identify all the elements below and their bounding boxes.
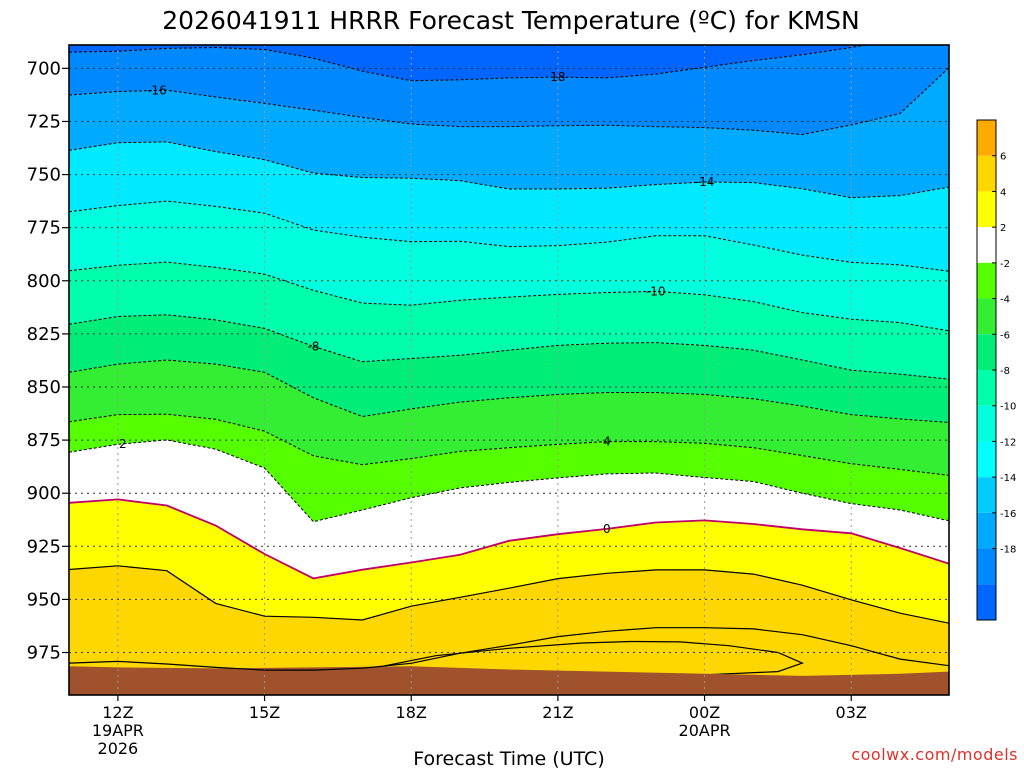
colorbar-tick-label: -12 [1000,437,1016,448]
y-axis: 700 725 750 775 800 825 850 875 900 925 950 975 [27,58,69,664]
colorbar-swatch [977,191,996,228]
x-tick-label: 19APR [92,721,144,740]
contour-4 [69,627,949,671]
ground-surface [69,666,949,695]
x-tick-label: 21Z [542,703,573,722]
x-tick-label: 20APR [679,721,731,740]
colorbar-tick-label: 2 [1000,223,1006,234]
band-t_m14_m12 [69,141,949,272]
contour-label: 4 [603,435,611,449]
contour-label: 0 [603,522,611,536]
contour-lines [69,45,949,671]
colorbar-swatch [977,155,996,192]
gridlines [69,45,949,695]
colorbar-swatch [977,262,996,299]
colorbar-swatch [977,477,996,513]
y-tick-label: 875 [27,430,61,451]
colorbar-swatch [977,334,996,370]
colorbar-tick-label: -18 [1000,545,1016,556]
y-tick-label: 800 [27,271,61,292]
band-t_m16_m14 [69,67,949,198]
x-tick-label: 00Z [689,703,720,722]
colorbar-swatch [977,584,996,620]
colorbar-tick-label: 6 [1000,152,1006,163]
contour--16 [69,67,949,136]
band-t_m12_m10 [69,201,949,331]
y-tick-label: 700 [27,58,61,79]
contour--18 [69,45,871,82]
contour-labels: 18 -16 -14 -10 -8 4 2 0 [119,70,715,536]
x-tick-label: 15Z [249,703,280,722]
credit-link[interactable]: coolwx.com/models [851,745,1018,764]
x-tick-label: 12Z [102,703,133,722]
band-t_m20_m18 [69,45,867,81]
colorbar-swatch [977,120,996,156]
band-t_m18_m16 [69,45,949,135]
colorbar-tick-label: -16 [1000,509,1016,520]
colorbar-tick-label: -4 [1000,295,1010,306]
colorbar-swatch [977,512,996,549]
colorbar-swatch [977,298,996,335]
x-tick-label: 18Z [396,703,427,722]
plot-frame [68,44,950,696]
contour--12 [69,200,949,272]
temperature-fill-layer [69,45,949,695]
contour--4 [69,413,949,476]
colorbar-tick-label: -2 [1000,259,1010,270]
x-tick-label: 03Z [836,703,867,722]
contour-label: -16 [147,84,167,98]
band-t_2_4 [69,499,949,624]
y-tick-label: 775 [27,218,61,239]
band-t_m10_m8 [69,262,949,380]
contour--6 [69,359,949,423]
colorbar-tick-label: -6 [1000,330,1010,341]
contour-0 [69,498,949,580]
y-tick-label: 750 [27,165,61,186]
contour--8 [69,314,949,380]
contour-label: 2 [119,437,127,451]
y-tick-label: 950 [27,589,61,610]
colorbar-tick-label: -14 [1000,473,1016,484]
colorbar-swatch [977,548,996,585]
colorbar-tick-label: 4 [1000,187,1006,198]
contour-2 [69,565,949,624]
y-tick-label: 725 [27,111,61,132]
contour-label: -14 [695,175,715,189]
colorbar-swatch [977,405,996,442]
y-tick-label: 975 [27,643,61,664]
chart-title: 2026041911 HRRR Forecast Temperature (ºC… [162,6,859,35]
colorbar-swatch [977,227,996,263]
y-tick-label: 850 [27,377,61,398]
colorbar-swatch [977,370,996,406]
contour--14 [69,141,949,199]
contour--10 [69,261,949,332]
x-tick-label: 2026 [98,739,139,758]
band-t_m8_m6 [69,314,949,423]
y-tick-label: 925 [27,536,61,557]
y-tick-label: 825 [27,324,61,345]
colorbar: 6 4 2 -2 -4 -6 -8 -10 -12 -14 -16 -18 [976,119,1016,621]
band-t_4_6 [69,565,949,671]
y-tick-label: 900 [27,483,61,504]
contour-label: -10 [646,284,666,298]
colorbar-swatch [977,441,996,478]
colorbar-tick-label: -10 [1000,402,1016,413]
x-axis-title: Forecast Time (UTC) [413,748,604,768]
contour-label: 18 [550,70,565,84]
band-t_m6_m4 [69,360,949,476]
contour-label: -8 [307,339,319,353]
band-t_m2_2 [69,439,949,579]
colorbar-tick-label: -8 [1000,366,1010,377]
